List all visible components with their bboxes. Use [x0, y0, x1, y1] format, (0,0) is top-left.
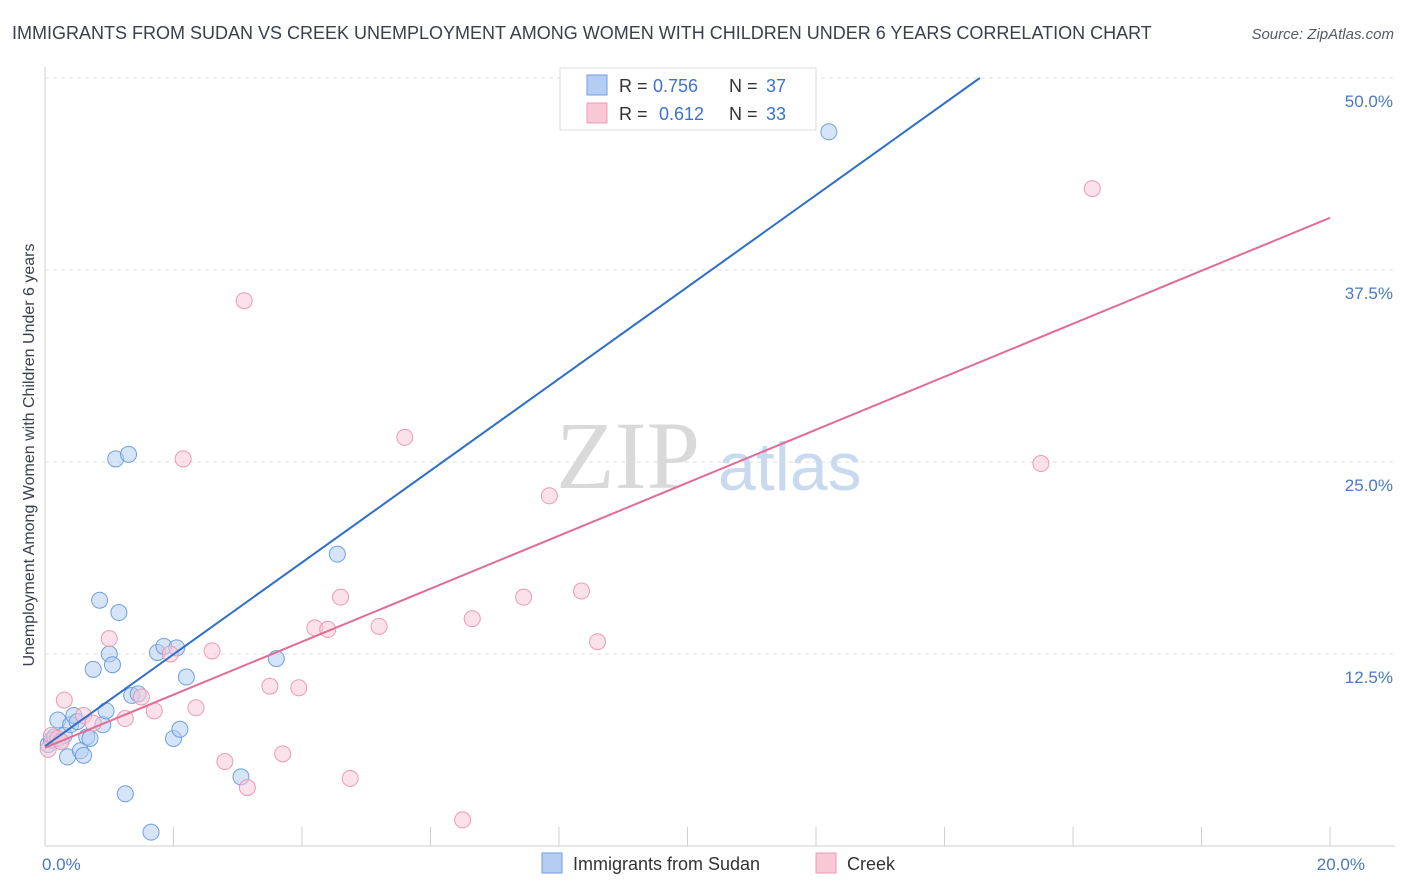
point-creek [396, 428, 414, 446]
legend-n-value-sudan: 37 [766, 76, 786, 96]
y-tick-labels: 12.5% 25.0% 37.5% 50.0% [1345, 92, 1393, 687]
point-sudan [171, 720, 189, 738]
y-tick-label: 25.0% [1345, 476, 1393, 495]
point-creek [341, 769, 359, 787]
y-tick-label: 12.5% [1345, 668, 1393, 687]
y-axis-label: Unemployment Among Women with Children U… [21, 243, 38, 666]
point-creek [216, 753, 234, 771]
chart-source: Source: ZipAtlas.com [1251, 26, 1394, 43]
point-creek [589, 633, 607, 651]
legend-n-value-creek: 33 [766, 104, 786, 124]
gridlines [45, 77, 1395, 655]
point-sudan [120, 445, 138, 463]
point-sudan [820, 123, 838, 141]
bottom-legend-swatch-creek [815, 852, 837, 874]
point-creek [55, 691, 73, 709]
point-creek [370, 617, 388, 635]
legend-r-value-creek: 0.612 [659, 104, 704, 124]
point-creek [261, 677, 279, 695]
point-sudan [84, 660, 102, 678]
point-creek [187, 699, 205, 717]
point-creek [454, 811, 472, 829]
axes [44, 67, 1395, 847]
point-sudan [81, 729, 99, 747]
legend-n-label-sudan: N = [729, 76, 758, 96]
legend-n-label-creek: N = [729, 104, 758, 124]
point-creek [174, 450, 192, 468]
point-sudan [91, 591, 109, 609]
trend-line-creek [44, 216, 1331, 749]
point-creek [161, 645, 179, 663]
point-creek [235, 292, 253, 310]
point-creek [274, 745, 292, 763]
watermark-atlas: atlas [718, 429, 862, 505]
point-creek [238, 779, 256, 797]
stats-legend: R = 0.756 N = 37 R = 0.612 N = 33 [559, 67, 817, 131]
point-sudan [177, 668, 195, 686]
legend-swatch-sudan [586, 74, 608, 96]
point-creek [100, 630, 118, 648]
point-creek [203, 642, 221, 660]
point-creek [1083, 180, 1101, 198]
chart-title: IMMIGRANTS FROM SUDAN VS CREEK UNEMPLOYM… [12, 23, 1152, 43]
point-creek [290, 679, 308, 697]
bottom-legend-swatch-sudan [541, 852, 563, 874]
bottom-legend-label-creek: Creek [847, 854, 896, 874]
point-creek [463, 610, 481, 628]
point-sudan [75, 746, 93, 764]
x-tick-label: 0.0% [42, 855, 81, 874]
point-sudan [103, 656, 121, 674]
legend-swatch-creek [586, 102, 608, 124]
x-tick-label: 20.0% [1317, 855, 1365, 874]
watermark-zip: ZIP [556, 402, 700, 509]
series-legend: Immigrants from Sudan Creek [541, 852, 896, 874]
y-tick-label: 50.0% [1345, 92, 1393, 111]
x-tick-labels: 0.0% 20.0% [42, 855, 1365, 874]
point-creek [332, 588, 350, 606]
y-tick-label: 37.5% [1345, 284, 1393, 303]
point-creek [540, 487, 558, 505]
legend-r-label-creek: R = [619, 104, 648, 124]
point-creek [515, 588, 533, 606]
point-creek [572, 582, 590, 600]
point-sudan [142, 823, 160, 841]
legend-r-value-sudan: 0.756 [653, 76, 698, 96]
point-creek [1032, 455, 1050, 473]
point-sudan [116, 785, 134, 803]
bottom-legend-label-sudan: Immigrants from Sudan [573, 854, 760, 874]
point-sudan [328, 545, 346, 563]
trend-lines [44, 77, 1331, 749]
point-creek [132, 688, 150, 706]
point-sudan [110, 604, 128, 622]
legend-r-label-sudan: R = [619, 76, 648, 96]
trend-line-sudan [44, 77, 981, 747]
point-sudan [97, 702, 115, 720]
